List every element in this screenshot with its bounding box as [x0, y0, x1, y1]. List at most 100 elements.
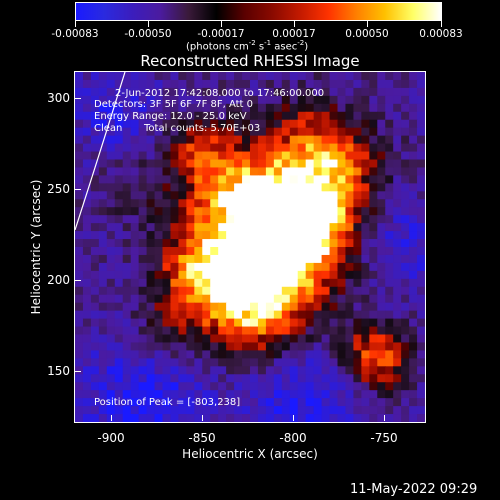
- y-tick-label: 300: [47, 91, 70, 105]
- image-pixel: [170, 366, 180, 375]
- image-pixel: [377, 199, 386, 208]
- image-pixel: [170, 350, 180, 359]
- image-pixel: [162, 103, 172, 113]
- image-pixel: [369, 342, 378, 352]
- image-pixel: [170, 191, 180, 200]
- image-pixel: [321, 95, 331, 105]
- image-pixel: [369, 334, 378, 344]
- image-pixel: [385, 366, 394, 375]
- image-pixel: [122, 127, 132, 137]
- image-pixel: [305, 111, 315, 121]
- image-pixel: [210, 231, 219, 240]
- image-pixel: [178, 254, 187, 264]
- image-pixel: [393, 239, 402, 248]
- image-pixel: [98, 151, 108, 161]
- image-pixel: [75, 318, 84, 328]
- image-pixel: [242, 406, 251, 415]
- image-pixel: [273, 294, 283, 304]
- image-pixel: [250, 358, 259, 367]
- image-pixel: [401, 278, 410, 288]
- image-pixel: [361, 310, 370, 320]
- image-pixel: [313, 262, 323, 272]
- image-pixel: [257, 239, 267, 248]
- image-pixel: [345, 382, 355, 391]
- image-pixel: [353, 127, 362, 137]
- image-pixel: [281, 326, 291, 336]
- image-pixel: [385, 390, 394, 399]
- image-pixel: [218, 111, 227, 121]
- image-pixel: [329, 270, 339, 280]
- image-pixel: [226, 390, 235, 399]
- image-pixel: [82, 350, 92, 359]
- image-pixel: [130, 302, 140, 312]
- image-pixel: [321, 358, 331, 367]
- image-pixel: [170, 239, 180, 248]
- image-pixel: [106, 310, 116, 320]
- image-pixel: [154, 135, 164, 145]
- image-pixel: [377, 286, 386, 296]
- image-pixel: [138, 167, 148, 177]
- image-pixel: [329, 247, 339, 256]
- image-pixel: [218, 406, 227, 415]
- image-pixel: [329, 103, 339, 113]
- image-pixel: [369, 79, 378, 89]
- image-pixel: [106, 199, 116, 208]
- image-pixel: [146, 151, 156, 161]
- image-pixel: [98, 254, 108, 264]
- image-pixel: [257, 398, 267, 407]
- image-pixel: [75, 95, 84, 105]
- image-pixel: [106, 231, 116, 240]
- image-pixel: [281, 111, 291, 121]
- image-pixel: [401, 159, 410, 169]
- image-pixel: [305, 254, 315, 264]
- image-pixel: [226, 151, 235, 161]
- x-axis: [75, 415, 425, 431]
- image-pixel: [114, 167, 124, 177]
- image-pixel: [154, 103, 164, 113]
- image-pixel: [154, 270, 164, 280]
- image-pixel: [409, 127, 418, 137]
- image-pixel: [146, 215, 156, 224]
- image-pixel: [114, 239, 124, 248]
- image-pixel: [361, 239, 370, 248]
- image-pixel: [82, 72, 92, 81]
- image-pixel: [337, 135, 347, 145]
- image-pixel: [138, 278, 148, 288]
- image-pixel: [186, 175, 195, 184]
- image-pixel: [202, 111, 211, 121]
- image-pixel: [361, 270, 370, 280]
- image-pixel: [162, 318, 172, 328]
- image-pixel: [82, 191, 92, 200]
- image-pixel: [289, 302, 299, 312]
- image-pixel: [385, 191, 394, 200]
- image-pixel: [186, 215, 195, 224]
- image-pixel: [377, 342, 386, 352]
- image-pixel: [250, 310, 259, 320]
- image-pixel: [361, 350, 370, 359]
- image-pixel: [273, 270, 283, 280]
- image-pixel: [218, 262, 227, 272]
- image-pixel: [345, 247, 355, 256]
- image-pixel: [114, 207, 124, 216]
- image-pixel: [369, 286, 378, 296]
- image-pixel: [265, 87, 275, 97]
- image-pixel: [313, 87, 323, 97]
- image-pixel: [337, 342, 347, 352]
- image-pixel: [297, 167, 307, 177]
- image-pixel: [98, 398, 108, 407]
- image-pixel: [273, 414, 283, 422]
- image-pixel: [130, 207, 140, 216]
- image-pixel: [345, 119, 355, 129]
- image-pixel: [401, 111, 410, 121]
- image-pixel: [226, 127, 235, 137]
- image-pixel: [162, 390, 172, 399]
- image-pixel: [226, 239, 235, 248]
- image-pixel: [154, 406, 164, 415]
- image-pixel: [297, 111, 307, 121]
- image-pixel: [114, 103, 124, 113]
- image-pixel: [401, 223, 410, 232]
- image-pixel: [409, 175, 418, 184]
- image-pixel: [210, 414, 219, 422]
- image-pixel: [250, 382, 259, 391]
- image-pixel: [281, 175, 291, 184]
